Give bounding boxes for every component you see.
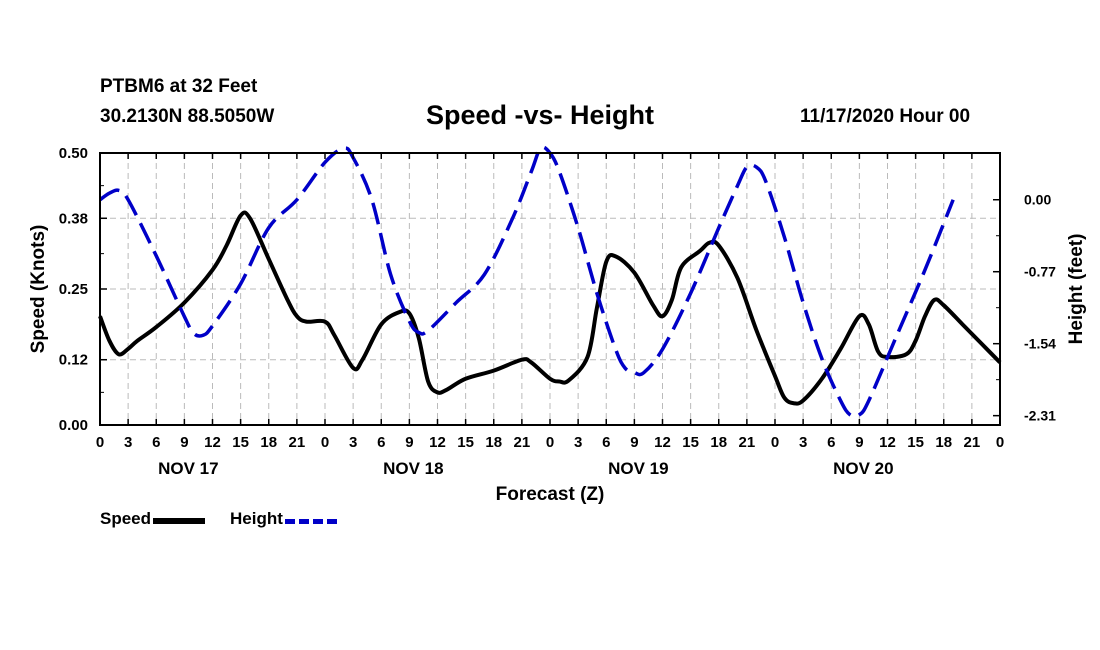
right-axis-title: Height (feet): [1066, 234, 1087, 345]
x-tick-label: 3: [574, 434, 582, 451]
right-tick-label: 0.00: [1024, 192, 1051, 208]
x-tick-label: 12: [204, 434, 221, 451]
left-tick-label: 0.00: [59, 417, 88, 434]
x-tick-label: 9: [855, 434, 863, 451]
x-tick-label: 0: [771, 434, 779, 451]
legend-speed: Speed: [100, 509, 206, 529]
x-tick-label: 3: [124, 434, 132, 451]
x-tick-label: 3: [349, 434, 357, 451]
x-tick-label: 18: [260, 434, 277, 451]
left-tick-label: 0.38: [59, 210, 88, 227]
left-tick-label: 0.12: [59, 352, 88, 369]
left-tick-label: 0.25: [59, 281, 88, 298]
x-tick-label: 6: [152, 434, 160, 451]
legend-speed-swatch: [153, 518, 206, 524]
x-tick-label: 0: [996, 434, 1004, 451]
legend-height-label: Height: [230, 509, 283, 528]
x-tick-label: 18: [935, 434, 952, 451]
speed-series-line: [98, 210, 1002, 406]
x-tick-label: 9: [630, 434, 638, 451]
x-tick-label: 6: [827, 434, 835, 451]
day-label: NOV 17: [158, 459, 218, 478]
legend-speed-label: Speed: [100, 509, 152, 528]
x-axis-title: Forecast (Z): [496, 484, 605, 505]
day-label: NOV 18: [383, 459, 443, 478]
x-tick-label: 21: [514, 434, 531, 451]
left-axis-title: Speed (Knots): [28, 225, 49, 354]
x-tick-label: 0: [321, 434, 329, 451]
x-tick-label: 21: [289, 434, 306, 451]
right-tick-label: -0.77: [1024, 264, 1056, 280]
x-tick-label: 21: [964, 434, 981, 451]
x-tick-label: 15: [457, 434, 474, 451]
day-label: NOV 20: [833, 459, 893, 478]
day-label: NOV 19: [608, 459, 668, 478]
x-tick-label: 15: [232, 434, 249, 451]
axis-labels: 0 3 6 9 12 15 18 21 0 3 6 9 12 15 18 21 0 3 6 9 12 15 18 21 0 3 6 9…: [59, 145, 1056, 478]
station-coordinates: 30.2130N 88.5050W: [100, 106, 275, 127]
axis-ticks: [99, 152, 1001, 426]
height-series-line: [98, 145, 955, 419]
x-tick-label: 15: [682, 434, 699, 451]
x-tick-label: 21: [739, 434, 756, 451]
series-lines: [98, 145, 1002, 419]
right-tick-label: -1.54: [1024, 336, 1056, 352]
legend-height-swatch: [284, 518, 337, 524]
station-name: PTBM6 at 32 Feet: [100, 76, 258, 97]
x-tick-label: 0: [546, 434, 554, 451]
x-tick-label: 12: [654, 434, 671, 451]
chart-title: Speed -vs- Height: [426, 100, 655, 130]
x-tick-label: 12: [879, 434, 896, 451]
x-tick-label: 0: [96, 434, 104, 451]
x-tick-label: 18: [710, 434, 727, 451]
x-tick-label: 9: [180, 434, 188, 451]
x-tick-label: 12: [429, 434, 446, 451]
grid: [100, 153, 1000, 425]
x-tick-label: 6: [377, 434, 385, 451]
right-tick-label: -2.31: [1024, 408, 1056, 424]
forecast-timestamp: 11/17/2020 Hour 00: [800, 106, 971, 127]
legend-height: Height: [230, 509, 337, 529]
x-tick-label: 3: [799, 434, 807, 451]
x-tick-label: 6: [602, 434, 610, 451]
x-tick-label: 18: [485, 434, 502, 451]
x-tick-label: 9: [405, 434, 413, 451]
x-tick-label: 15: [907, 434, 924, 451]
left-tick-label: 0.50: [59, 145, 88, 162]
